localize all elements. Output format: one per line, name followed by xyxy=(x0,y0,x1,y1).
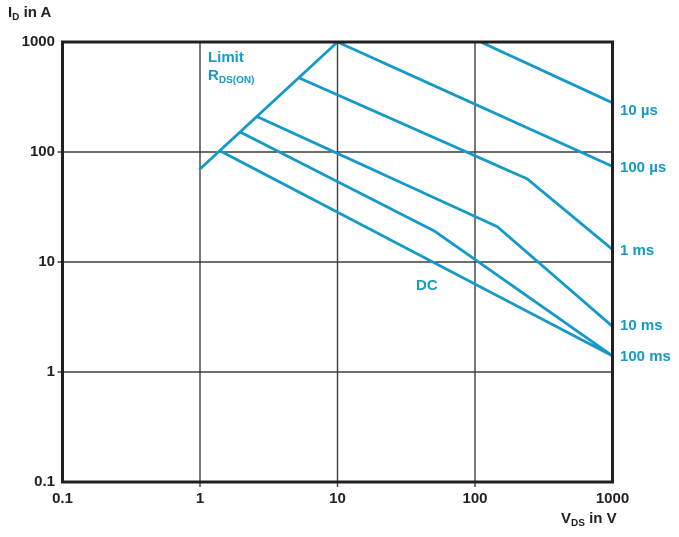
x-tick-label: 0.1 xyxy=(52,490,73,507)
x-axis-title: VDS in V xyxy=(561,510,617,529)
series-label-t_100ms: 100 ms xyxy=(620,347,671,365)
y-tick-label: 1 xyxy=(46,363,55,380)
curve-t_10ms xyxy=(255,115,614,328)
series-label-t_100us: 100 µs xyxy=(620,159,667,177)
x-tick-label: 10 xyxy=(329,490,346,507)
y-tick-label: 1000 xyxy=(21,33,55,50)
plot-border xyxy=(61,40,614,484)
series-label-t_10us: 10 µs xyxy=(620,101,658,119)
dc-curve-label: DC xyxy=(416,277,438,294)
series-label-t_10ms: 10 ms xyxy=(620,317,663,335)
curve-t_100ms xyxy=(240,131,614,358)
limit-rdson-label: Limit RDS(ON) xyxy=(208,49,255,86)
x-tick-label: 100 xyxy=(462,490,488,507)
series-label-t_1ms: 1 ms xyxy=(620,242,655,260)
y-tick-label: 100 xyxy=(29,143,55,160)
y-axis-title: ID in A xyxy=(8,4,52,23)
curve-t_10us xyxy=(479,40,614,105)
curve-t_1ms xyxy=(298,76,614,251)
x-tick-label: 1000 xyxy=(595,490,630,507)
curve-dc xyxy=(220,150,614,358)
curve-t_100us xyxy=(336,40,614,168)
y-tick-label: 0.1 xyxy=(34,473,55,490)
curve-limit_rdson xyxy=(198,40,339,171)
y-tick-label: 10 xyxy=(38,253,55,270)
x-tick-label: 1 xyxy=(195,490,205,507)
